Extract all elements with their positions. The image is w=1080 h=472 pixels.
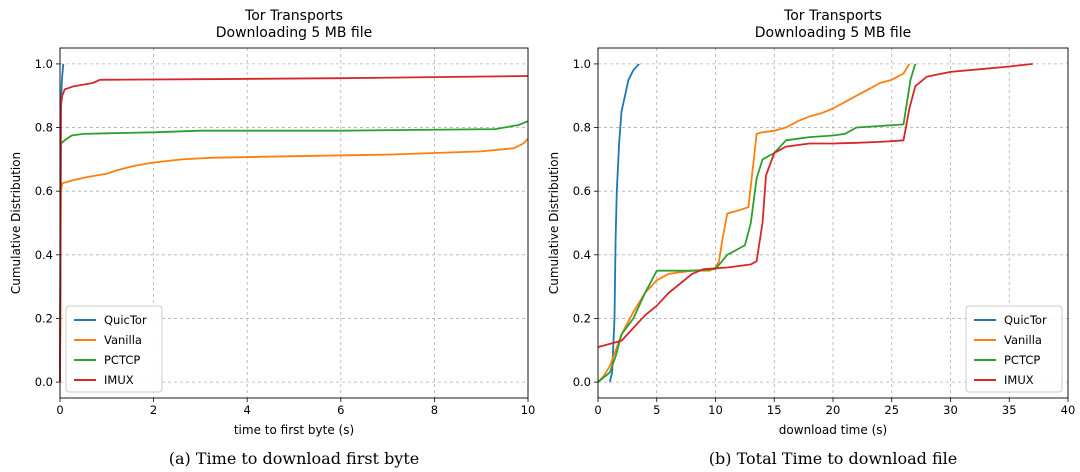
panel-a-legend-label-vanilla: Vanilla: [104, 333, 142, 347]
panel-b-title-line-2: Downloading 5 MB file: [755, 25, 912, 41]
panel-a-title-line-2: Downloading 5 MB file: [216, 25, 373, 41]
panel-a-legend-label-quictor: QuicTor: [104, 313, 147, 327]
panel-a-y-tick-label: 0.4: [35, 248, 53, 262]
panel-b-x-tick-label: 15: [767, 403, 782, 417]
panel-b: QuicTor Vanilla PCTCP IMUX: [594, 47, 1069, 402]
panel-a: QuicTor Vanilla PCTCP IMUX: [56, 47, 529, 402]
panel-b-y-tick-label: 0.0: [573, 375, 591, 389]
panel-a-x-axis-label: time to first byte (s): [234, 423, 354, 437]
panel-b-y-tick-label: 1.0: [573, 57, 591, 71]
panel-a-x-tick-label: 8: [431, 403, 438, 417]
panel-b-x-tick-label: 20: [826, 403, 841, 417]
panel-b-x-tick-label: 25: [884, 403, 899, 417]
panel-a-x-tick-label: 4: [244, 403, 251, 417]
panel-b-x-tick-label: 40: [1061, 403, 1076, 417]
panel-b-legend-box: [965, 305, 1063, 393]
panel-b-y-tick-label: 0.2: [573, 311, 591, 325]
panel-a-x-tick-label: 10: [521, 403, 536, 417]
panel-b-y-tick-label: 0.6: [573, 184, 591, 198]
panel-a-plot-frame: [59, 47, 529, 399]
panel-a-caption: (a) Time to download first byte: [169, 449, 420, 468]
panel-b-caption: (b) Total Time to download file: [709, 449, 957, 468]
panel-a-x-tick-label: 0: [56, 403, 63, 417]
panel-a-y-tick-label: 1.0: [35, 57, 53, 71]
panel-a-y-axis-label: Cumulative Distribution: [9, 152, 23, 294]
panel-b-x-tick-label: 0: [594, 403, 601, 417]
panel-a-series-imux-line: [59, 75, 529, 383]
panel-a-title-line-1: Tor Transports: [244, 8, 343, 24]
panel-b-y-tick-label: 0.4: [573, 248, 591, 262]
panel-b-x-axis-label: download time (s): [779, 423, 887, 437]
panel-a-y-tick-label: 0.6: [35, 184, 53, 198]
panel-a-legend-label-pctcp: PCTCP: [104, 353, 140, 367]
panel-a-y-tick-label: 0.0: [35, 375, 53, 389]
panel-b-legend: QuicTor Vanilla PCTCP IMUX: [965, 305, 1063, 393]
panel-a-y-tick-label: 0.8: [35, 121, 53, 135]
panel-b-series-quictor-line: [608, 63, 640, 383]
panel-b-legend-label-vanilla: Vanilla: [1004, 333, 1042, 347]
panel-a-x-tick-label: 2: [150, 403, 157, 417]
panel-b-y-tick-label: 0.8: [573, 121, 591, 135]
panel-b-legend-label-quictor: QuicTor: [1004, 313, 1047, 327]
panel-a-legend-label-imux: IMUX: [104, 373, 134, 387]
panel-b-x-tick-label: 10: [708, 403, 723, 417]
panel-a-legend: QuicTor Vanilla PCTCP IMUX: [65, 305, 163, 393]
panel-a-series-vanilla-line: [59, 138, 529, 383]
panel-a-y-tick-label: 0.2: [35, 311, 53, 325]
panel-b-x-tick-label: 5: [653, 403, 660, 417]
panel-b-series-vanilla-line: [597, 63, 911, 383]
panel-a-legend-box: [65, 305, 163, 393]
panel-b-y-axis-label: Cumulative Distribution: [547, 152, 561, 294]
panel-b-title-line-1: Tor Transports: [783, 8, 882, 24]
panel-b-legend-label-pctcp: PCTCP: [1004, 353, 1040, 367]
panel-b-x-tick-label: 30: [943, 403, 958, 417]
panel-a-x-tick-label: 6: [337, 403, 344, 417]
panel-b-legend-label-imux: IMUX: [1004, 373, 1034, 387]
panel-b-series-imux-line: [597, 63, 1033, 348]
panel-b-series-pctcp-line: [597, 63, 917, 383]
panel-b-plot-frame: [597, 47, 1069, 399]
panel-b-x-tick-label: 35: [1002, 403, 1017, 417]
